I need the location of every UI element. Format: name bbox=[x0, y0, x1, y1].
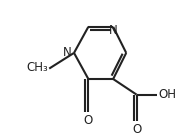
Text: CH₃: CH₃ bbox=[26, 61, 48, 74]
Text: N: N bbox=[109, 24, 118, 37]
Text: OH: OH bbox=[158, 88, 176, 101]
Text: N: N bbox=[63, 46, 72, 59]
Text: O: O bbox=[132, 123, 141, 136]
Text: O: O bbox=[84, 114, 93, 127]
